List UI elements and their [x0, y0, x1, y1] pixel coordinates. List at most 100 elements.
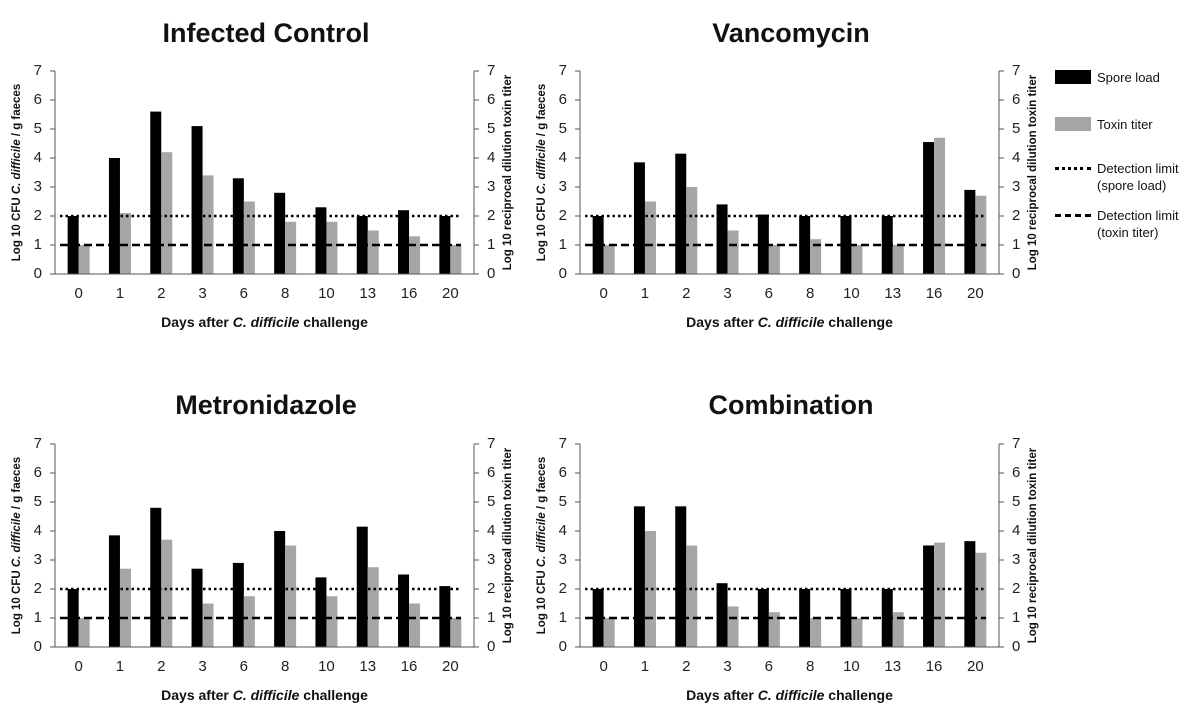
y-tick-label-left: 1 [559, 236, 567, 253]
bar-spore-load [840, 216, 852, 274]
y-tick-label-left: 3 [34, 551, 42, 568]
y-tick-label-left: 0 [559, 638, 567, 655]
x-tick-label: 3 [198, 658, 206, 675]
legend-label-detection-limit-spore: Detection limit (spore load) [1097, 160, 1179, 194]
y-tick-label-right: 1 [487, 609, 495, 626]
x-tick-label: 0 [74, 285, 82, 302]
y-axis-label-right: Log 10 reciprocal dilution toxin titer [1027, 74, 1039, 270]
y-tick-label-right: 1 [487, 236, 495, 253]
legend-label-spore-load: Spore load [1097, 70, 1160, 85]
legend-label-line2: (toxin titer) [1097, 225, 1159, 240]
bar-spore-load [232, 178, 244, 274]
legend-label-line1: Detection limit [1097, 161, 1179, 176]
bar-toxin-titer [285, 221, 297, 274]
bar-toxin-titer [810, 239, 822, 274]
y-tick-label-right: 7 [1012, 62, 1020, 79]
y-tick-label-right: 4 [487, 522, 495, 539]
bar-spore-load [716, 583, 728, 647]
y-tick-label-left: 5 [559, 493, 567, 510]
x-tick-label: 8 [281, 658, 289, 675]
bar-spore-load [398, 574, 410, 647]
y-axis-label-left: Log 10 CFU C. difficile / g faeces [11, 457, 23, 634]
bar-toxin-titer [450, 618, 462, 647]
y-tick-label-right: 0 [487, 638, 495, 655]
bar-spore-load [757, 214, 769, 274]
x-tick-label: 6 [240, 285, 248, 302]
chart-title: Metronidazole [175, 390, 357, 420]
bar-toxin-titer [686, 187, 698, 274]
y-tick-label-left: 4 [559, 149, 567, 166]
bar-toxin-titer [409, 236, 421, 274]
chart-panel-2: Vancomycin 0 1 2 3 6 8 10 13 16 20 0 0 1 1 2 2 3 3 4 4 5 5 6 6 7 7… [536, 18, 1039, 330]
y-axis-label-left: Log 10 CFU C. difficile / g faeces [536, 457, 548, 634]
bar-toxin-titer [285, 545, 297, 647]
bar-toxin-titer [768, 245, 780, 274]
bar-toxin-titer [161, 152, 173, 274]
legend-item-detection-limit-toxin: Detection limit (toxin titer) [1055, 207, 1201, 247]
bar-toxin-titer [119, 213, 131, 274]
bar-toxin-titer [161, 539, 173, 647]
chart-panel-3: Metronidazole 0 1 2 3 6 8 10 13 16 20 0 0 1 1 2 2 3 3 4 4 5 5 6… [11, 390, 514, 703]
bar-toxin-titer [892, 245, 904, 274]
y-tick-label-right: 0 [487, 265, 495, 282]
bar-spore-load [150, 111, 162, 274]
bar-spore-load [274, 192, 286, 274]
chart-title: Infected Control [163, 18, 370, 48]
y-tick-label-left: 7 [559, 62, 567, 79]
y-tick-label-left: 1 [34, 236, 42, 253]
y-tick-label-right: 3 [487, 178, 495, 195]
bar-spore-load [191, 126, 203, 274]
bar-spore-load [398, 210, 410, 274]
x-tick-label: 6 [765, 285, 773, 302]
legend-swatch-dotted-line [1055, 167, 1091, 170]
y-tick-label-left: 2 [559, 207, 567, 224]
y-tick-label-right: 6 [1012, 464, 1020, 481]
bar-toxin-titer [644, 201, 656, 274]
y-tick-label-left: 4 [559, 522, 567, 539]
y-tick-label-right: 6 [487, 464, 495, 481]
x-tick-label: 16 [401, 285, 418, 302]
y-tick-label-right: 7 [1012, 435, 1020, 452]
bar-toxin-titer [603, 245, 615, 274]
x-tick-label: 2 [157, 658, 165, 675]
chart-title: Vancomycin [712, 18, 870, 48]
y-tick-label-right: 3 [487, 551, 495, 568]
y-tick-label-left: 6 [559, 464, 567, 481]
bar-toxin-titer [78, 245, 90, 274]
y-tick-label-right: 6 [1012, 91, 1020, 108]
y-tick-label-right: 2 [487, 580, 495, 597]
bar-spore-load [716, 204, 728, 274]
bar-toxin-titer [326, 221, 338, 274]
y-tick-label-right: 7 [487, 435, 495, 452]
y-tick-label-left: 2 [559, 580, 567, 597]
y-tick-label-right: 3 [1012, 178, 1020, 195]
x-tick-label: 10 [843, 285, 860, 302]
bar-toxin-titer [851, 245, 863, 274]
y-tick-label-left: 5 [34, 493, 42, 510]
y-tick-label-right: 7 [487, 62, 495, 79]
bar-spore-load [757, 589, 769, 647]
bar-toxin-titer [367, 567, 379, 647]
bar-spore-load [633, 506, 645, 647]
x-tick-label: 10 [318, 285, 335, 302]
x-axis-label: Days after C. difficile challenge [161, 314, 368, 330]
bar-spore-load [150, 507, 162, 647]
x-axis-label: Days after C. difficile challenge [686, 314, 893, 330]
y-tick-label-left: 7 [559, 435, 567, 452]
x-tick-label: 2 [157, 285, 165, 302]
y-tick-label-right: 5 [1012, 120, 1020, 137]
bar-toxin-titer [727, 230, 739, 274]
y-tick-label-left: 2 [34, 580, 42, 597]
x-tick-label: 1 [641, 658, 649, 675]
bar-spore-load [923, 545, 935, 647]
y-tick-label-left: 4 [34, 522, 42, 539]
y-tick-label-right: 1 [1012, 236, 1020, 253]
y-tick-label-right: 5 [487, 493, 495, 510]
x-tick-label: 2 [682, 285, 690, 302]
bar-spore-load [315, 577, 327, 647]
bar-toxin-titer [768, 612, 780, 647]
x-tick-label: 1 [641, 285, 649, 302]
y-tick-label-left: 2 [34, 207, 42, 224]
x-tick-label: 20 [967, 285, 984, 302]
